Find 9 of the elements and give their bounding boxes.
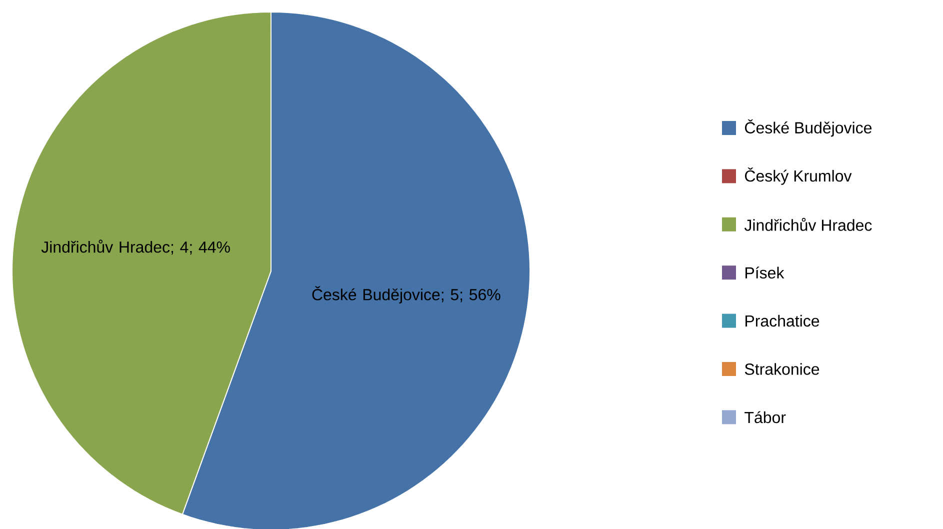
data-label: Jindřichův Hradec; 4; 44% xyxy=(41,240,230,255)
legend-label: Prachatice xyxy=(746,314,820,327)
legend-label: Tábor xyxy=(744,411,786,424)
legend-label: Jindřichův Hradec xyxy=(744,218,872,231)
legend-label: Písek xyxy=(746,266,784,279)
data-label: České Budějovice; 5; 56% xyxy=(312,286,500,304)
legend-label: Český Krumlov xyxy=(745,168,852,185)
legend-label: České Budějovice xyxy=(745,119,872,137)
legend-label: Strakonice xyxy=(744,363,820,375)
